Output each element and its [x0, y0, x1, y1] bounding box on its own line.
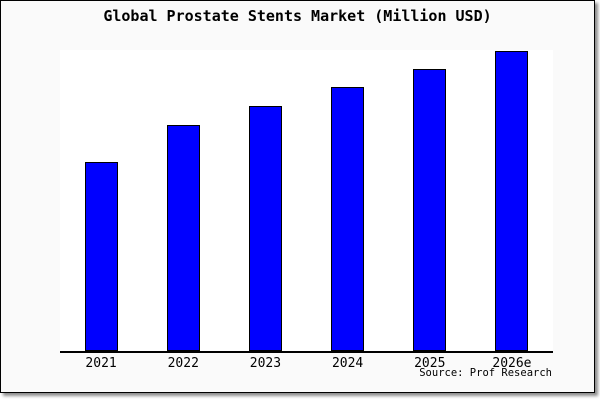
bar-2023	[248, 106, 282, 351]
bar-2025	[413, 69, 447, 351]
x-tick-label-2026e: 2026e	[492, 356, 532, 371]
bar-2026e	[495, 51, 529, 351]
x-tick-label-2021: 2021	[85, 356, 117, 371]
bar-slot-2021	[60, 50, 142, 351]
x-tick-label-2024: 2024	[331, 356, 364, 371]
chart-card: Global Prostate Stents Market (Million U…	[0, 0, 595, 393]
source-label: Source: Prof Research	[419, 367, 552, 379]
bars-container	[60, 50, 553, 351]
x-axis-labels: 2021 2022 2023 2024 2025 2026e	[60, 356, 553, 371]
bar-slot-2022	[142, 50, 224, 351]
bar-2022	[166, 125, 200, 351]
x-tick-label-2023: 2023	[249, 356, 282, 371]
chart-title: Global Prostate Stents Market (Million U…	[103, 7, 492, 25]
bar-slot-2026e	[471, 50, 553, 351]
bar-2024	[331, 87, 365, 351]
plot-area	[60, 50, 553, 353]
bar-slot-2024	[307, 50, 389, 351]
x-tick-label-2022: 2022	[167, 356, 199, 371]
x-tick-label-2025: 2025	[414, 356, 446, 371]
bar-2021	[84, 162, 118, 351]
bar-slot-2023	[224, 50, 306, 351]
bar-slot-2025	[389, 50, 471, 351]
